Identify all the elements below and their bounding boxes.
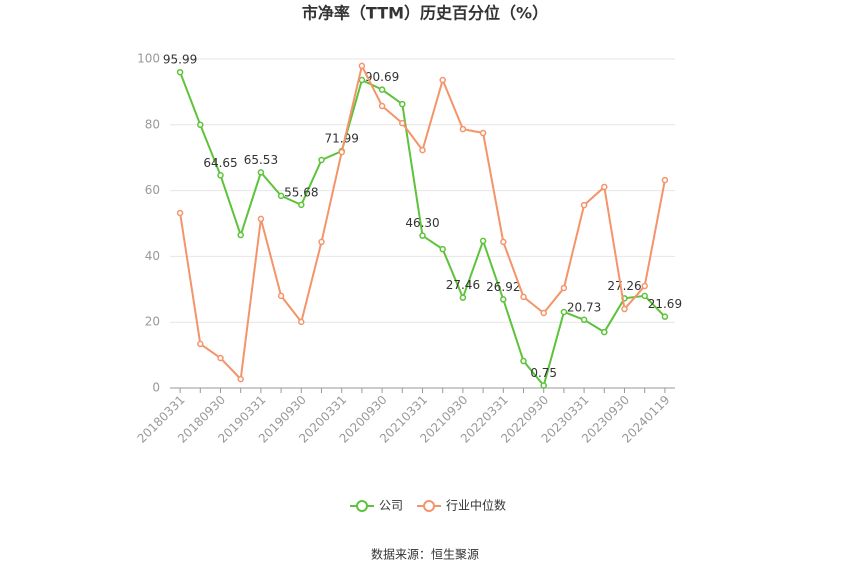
data-point [197, 121, 204, 129]
data-point [277, 292, 285, 300]
data-point [237, 375, 244, 383]
data-point [439, 245, 446, 253]
data-point [217, 172, 224, 179]
data-point [217, 354, 224, 362]
legend-label: 行业中位数 [446, 498, 506, 513]
data-point [601, 328, 608, 336]
data-point [580, 201, 588, 209]
data-point [641, 282, 648, 290]
y-tick-label: 40 [145, 249, 160, 263]
data-label: 0.75 [530, 366, 557, 380]
y-tick-label: 60 [145, 183, 160, 197]
data-point [277, 192, 285, 200]
y-tick-label: 0 [152, 381, 160, 395]
data-point [661, 176, 669, 184]
legend-marker [423, 500, 436, 512]
data-point [318, 156, 325, 164]
data-point [358, 76, 366, 84]
y-tick-label: 80 [145, 117, 160, 131]
data-point [176, 68, 184, 76]
data-point [257, 215, 265, 223]
data-point [358, 62, 366, 70]
data-point [621, 305, 628, 313]
data-point [500, 296, 507, 303]
data-point [601, 183, 608, 191]
data-point [641, 292, 648, 300]
data-point [580, 316, 588, 324]
data-point [500, 238, 507, 246]
legend-label: 公司 [379, 499, 403, 513]
data-point [540, 309, 547, 317]
data-point [318, 238, 325, 246]
data-point [479, 237, 487, 245]
data-point [661, 313, 669, 320]
chart-title: 市净率（TTM）历史百分位（%） [302, 4, 548, 23]
data-point [459, 294, 467, 301]
data-point [257, 169, 265, 176]
data-label: 95.99 [163, 53, 197, 67]
data-point [520, 357, 527, 365]
data-label: 71.99 [325, 132, 359, 146]
data-point [378, 102, 386, 110]
source-note: 数据来源：恒生聚源 [371, 547, 479, 562]
data-point [520, 293, 527, 301]
y-tick-label: 100 [137, 52, 160, 66]
data-point [560, 308, 568, 316]
data-point [419, 146, 426, 154]
data-point [197, 340, 204, 348]
data-point [540, 382, 547, 389]
data-point [338, 148, 345, 156]
data-point [459, 125, 467, 133]
data-point [176, 209, 184, 217]
data-point [298, 318, 305, 326]
legend-marker [356, 500, 368, 512]
data-label: 27.26 [607, 279, 641, 293]
data-point [298, 201, 305, 209]
data-label: 46.30 [405, 216, 439, 230]
data-point [560, 284, 568, 292]
data-point [399, 100, 406, 108]
data-label: 26.92 [486, 280, 520, 294]
data-point [439, 76, 446, 84]
data-label: 65.53 [244, 153, 278, 167]
data-point [399, 119, 406, 127]
data-label: 20.73 [567, 300, 601, 314]
data-point [479, 129, 487, 137]
data-label: 55.68 [284, 185, 318, 199]
data-point [237, 231, 244, 239]
data-label: 64.65 [203, 156, 237, 170]
data-label: 21.69 [648, 297, 682, 311]
y-tick-label: 20 [145, 315, 160, 329]
data-point [378, 86, 386, 93]
data-label: 90.69 [365, 70, 399, 84]
data-point [419, 232, 426, 239]
data-label: 27.46 [446, 278, 480, 292]
